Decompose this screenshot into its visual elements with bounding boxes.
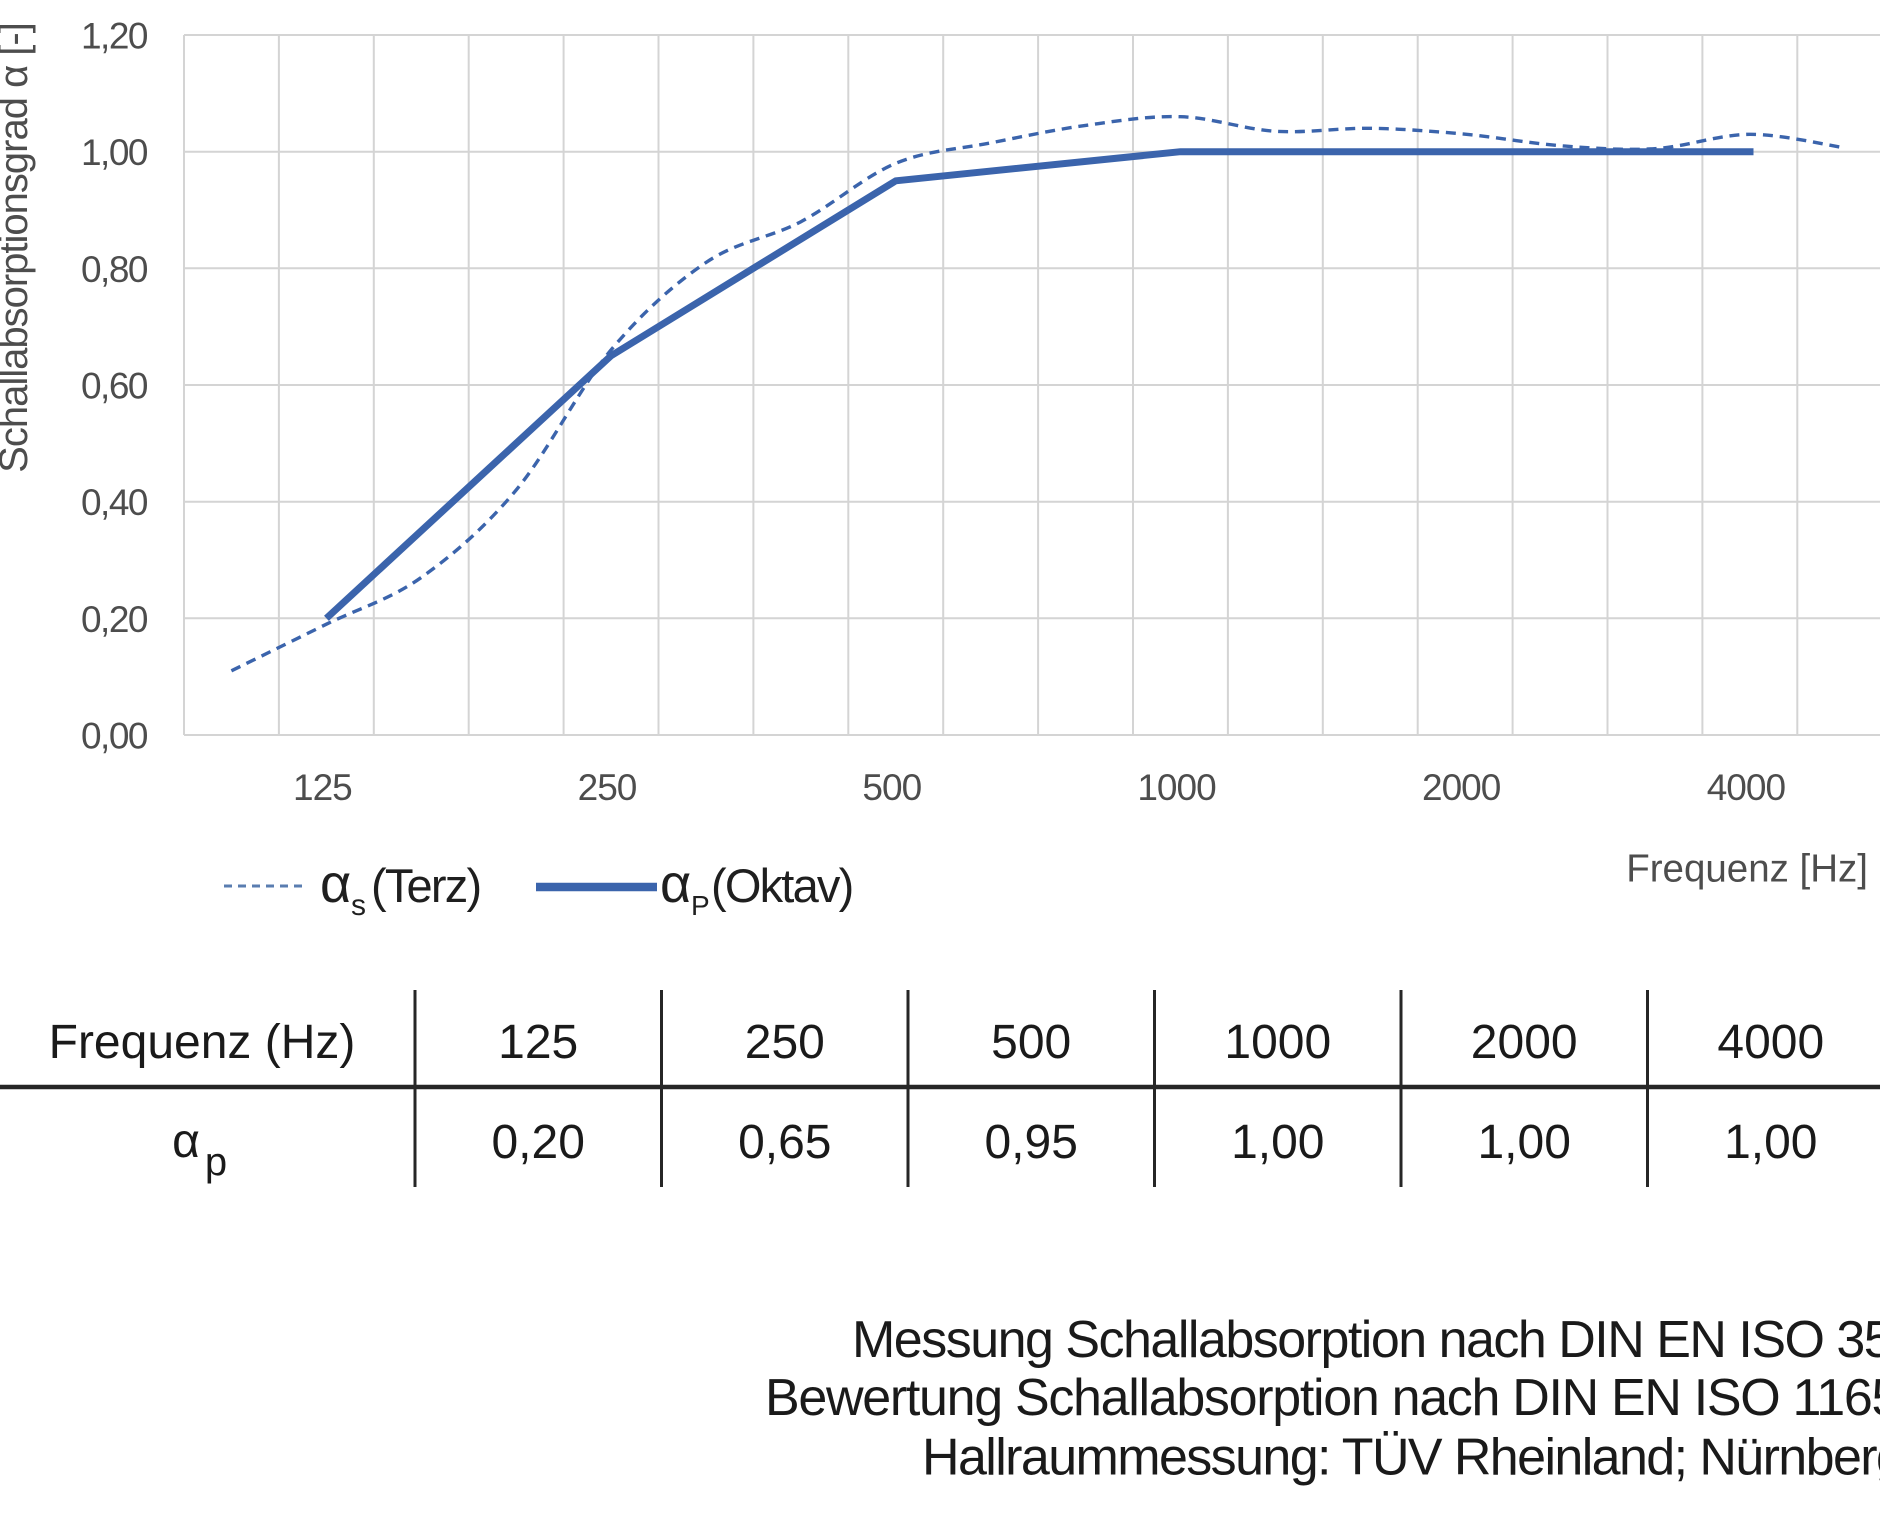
svg-text:4000: 4000 (1717, 1016, 1824, 1069)
svg-text:1000: 1000 (1137, 767, 1216, 808)
svg-text:2000: 2000 (1422, 767, 1501, 808)
svg-text:1,00: 1,00 (1724, 1116, 1817, 1169)
svg-text:Messung Schallabsorption nach: Messung Schallabsorption nach DIN EN ISO… (852, 1311, 1880, 1369)
svg-text:4000: 4000 (1707, 767, 1786, 808)
svg-text:α: α (172, 1115, 200, 1168)
svg-text:125: 125 (293, 767, 352, 808)
svg-text:(Terz): (Terz) (371, 859, 480, 912)
svg-text:500: 500 (991, 1016, 1071, 1069)
svg-text:1,00: 1,00 (1477, 1116, 1570, 1169)
svg-text:250: 250 (745, 1016, 825, 1069)
svg-text:0,20: 0,20 (81, 599, 148, 640)
svg-text:0,80: 0,80 (81, 249, 148, 290)
svg-text:α: α (320, 854, 351, 914)
svg-text:1,00: 1,00 (81, 132, 148, 173)
svg-text:250: 250 (578, 767, 637, 808)
svg-text:p: p (205, 1140, 227, 1184)
svg-text:125: 125 (498, 1016, 578, 1069)
svg-text:1,00: 1,00 (1231, 1116, 1324, 1169)
svg-text:P: P (691, 890, 710, 921)
svg-text:1,20: 1,20 (81, 16, 148, 57)
svg-text:500: 500 (862, 767, 921, 808)
svg-text:(Oktav): (Oktav) (711, 859, 852, 912)
svg-text:0,00: 0,00 (81, 716, 148, 757)
svg-text:α: α (660, 854, 691, 914)
svg-text:0,60: 0,60 (81, 366, 148, 407)
svg-text:Schallabsorptionsgrad α [-]: Schallabsorptionsgrad α [-] (0, 23, 36, 473)
svg-text:0,65: 0,65 (738, 1116, 831, 1169)
svg-text:0,95: 0,95 (984, 1116, 1077, 1169)
svg-text:1000: 1000 (1224, 1016, 1331, 1069)
svg-text:0,40: 0,40 (81, 482, 148, 523)
svg-text:Frequenz (Hz): Frequenz (Hz) (49, 1016, 356, 1069)
svg-text:Bewertung Schallabsorption nac: Bewertung Schallabsorption nach DIN EN I… (765, 1369, 1880, 1427)
svg-text:s: s (351, 889, 366, 922)
svg-text:Hallraummessung: TÜV Rheinland: Hallraummessung: TÜV Rheinland; Nürnberg (922, 1429, 1880, 1487)
svg-text:0,20: 0,20 (491, 1116, 584, 1169)
svg-text:Frequenz [Hz]: Frequenz [Hz] (1626, 848, 1868, 891)
svg-text:2000: 2000 (1471, 1016, 1578, 1069)
